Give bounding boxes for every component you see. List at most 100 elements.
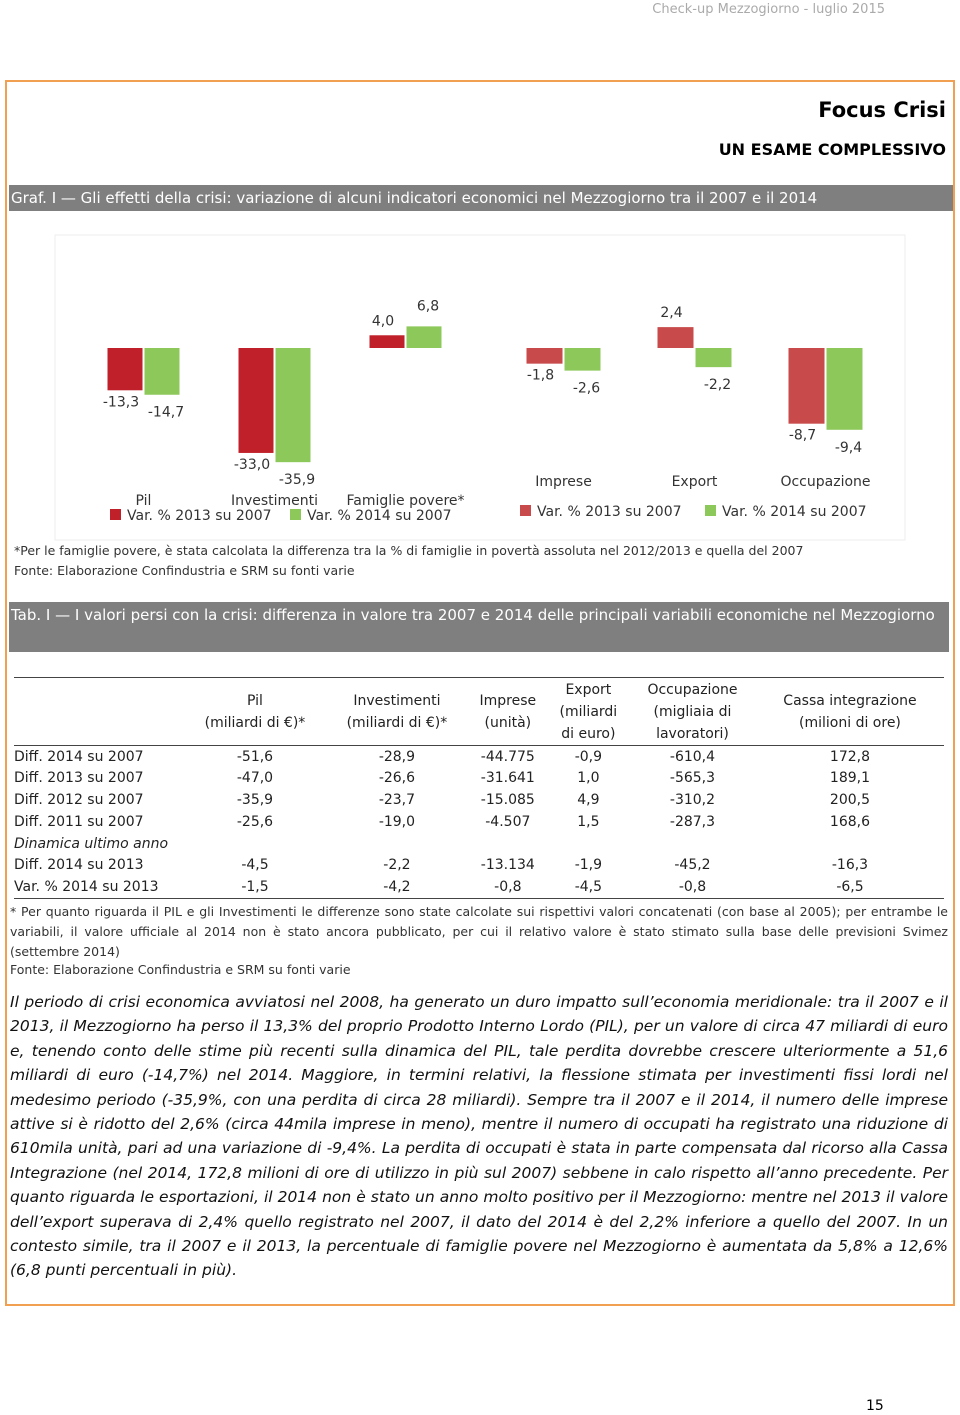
column-header: Pil (miliardi di €)* — [204, 692, 306, 731]
cell: 200,5 — [829, 791, 871, 808]
row-label: Diff. 2013 su 2007 — [14, 770, 144, 787]
column-header: Export (miliardi di euro) — [559, 681, 618, 742]
running-title: Check-up Mezzogiorno - luglio 2015 — [652, 2, 885, 17]
cell: -0,9 — [574, 748, 603, 765]
cell: -19,0 — [378, 813, 416, 830]
category-label: Occupazione — [780, 474, 870, 490]
value-label: -8,7 — [789, 428, 816, 444]
cell: -28,9 — [378, 748, 416, 765]
cell: 172,8 — [829, 748, 871, 765]
legend-swatch — [520, 505, 531, 516]
table-note: * Per quanto riguarda il PIL e gli Inves… — [10, 904, 948, 959]
cell: -44.775 — [480, 748, 535, 765]
legend-swatch — [110, 509, 121, 520]
cell: -287,3 — [669, 813, 716, 830]
category-label: Pil — [136, 493, 152, 509]
table-caption: Tab. I — I valori persi con la crisi: di… — [9, 602, 949, 652]
value-label: -14,7 — [148, 405, 184, 421]
row: Diff. 2012 su 2007 -35,9 -23,7 -15.085 4,9 -3… — [14, 789, 944, 811]
bar — [695, 348, 732, 368]
value-label: 6,8 — [417, 298, 439, 314]
row: Diff. 2013 su 2007 -47,0 -26,6 -31.641 1,0 -5… — [14, 767, 944, 789]
row-label: Diff. 2011 su 2007 — [14, 813, 144, 830]
legend-label: Var. % 2014 su 2007 — [722, 504, 867, 520]
legend-label: Var. % 2014 su 2007 — [307, 508, 452, 524]
category-label: Investimenti — [231, 493, 318, 509]
value-label: -35,9 — [279, 472, 315, 488]
legend-swatch — [705, 505, 716, 516]
cell: -4,2 — [383, 878, 411, 895]
bar — [275, 348, 311, 463]
cell: -0,8 — [678, 878, 707, 895]
row-label: Diff. 2014 su 2007 — [14, 748, 144, 765]
column-header: Imprese (unità) — [479, 692, 537, 731]
value-label: -2,2 — [704, 377, 731, 393]
body-text: Il periodo di crisi economica avviatosi … — [10, 993, 948, 1280]
charts: Pil -13,3 -14,7 Investimenti -33,0 -35,9 Famig… — [54, 234, 906, 541]
cell: -13.134 — [480, 857, 535, 874]
bar — [406, 326, 442, 348]
category-label: Export — [672, 474, 718, 490]
corner — [14, 678, 184, 746]
subsection: UN ESAME COMPLESSIVO — [718, 140, 946, 159]
cell: -1,9 — [574, 857, 603, 874]
cell: 1,5 — [577, 813, 600, 830]
category-label: Imprese — [535, 474, 592, 490]
value-label: 4,0 — [372, 313, 394, 329]
row-label: Diff. 2014 su 2013 — [14, 857, 144, 874]
bar — [526, 348, 563, 364]
cell: 168,6 — [829, 813, 871, 830]
cell: 4,9 — [577, 791, 600, 808]
row: Var. % 2014 su 2013 -1,5 -4,2 -0,8 -4,5 -0,8 -… — [14, 876, 944, 899]
bar — [144, 348, 180, 395]
cell: -15.085 — [480, 791, 535, 808]
column-header: Investimenti (miliardi di €)* — [346, 692, 448, 731]
page-number: 15 — [866, 1398, 884, 1414]
figure-source: Fonte: Elaborazione Confindustria e SRM … — [14, 563, 355, 578]
value-label: -1,8 — [527, 368, 554, 384]
table-source: Fonte: Elaborazione Confindustria e SRM … — [10, 962, 351, 977]
table: Pil (miliardi di €)* Investimenti (miliar… — [14, 677, 944, 899]
row: Diff. 2014 su 2013 -4,5 -2,2 -13.134 -1,9 -45… — [14, 854, 944, 876]
figure-caption: Graf. I — Gli effetti della crisi: varia… — [9, 185, 953, 211]
row: Diff. 2011 su 2007 -25,6 -19,0 -4.507 1,5 -28… — [14, 811, 944, 833]
cell: -16,3 — [831, 857, 869, 874]
bar — [564, 348, 601, 371]
cell: -23,7 — [378, 791, 416, 808]
value-label: -2,6 — [573, 381, 600, 397]
cell: -4.507 — [485, 813, 531, 830]
cell: -51,6 — [236, 748, 274, 765]
row-label: Dinamica ultimo anno — [14, 835, 169, 852]
row: Diff. 2014 su 2007 -51,6 -28,9 -44.775 -0,9 -… — [14, 746, 944, 768]
cell: 1,0 — [577, 770, 600, 787]
legend-label: Var. % 2013 su 2007 — [127, 508, 272, 524]
value-label: -9,4 — [835, 440, 862, 456]
bar — [788, 348, 825, 424]
cell: -47,0 — [236, 770, 274, 787]
chart-box — [54, 234, 906, 541]
value-label: -13,3 — [103, 394, 139, 410]
column-header: Occupazione (migliaia di lavoratori) — [647, 681, 738, 742]
section: Focus Crisi — [818, 98, 946, 122]
bar — [107, 348, 143, 391]
bar — [238, 348, 274, 453]
cell: 189,1 — [829, 770, 871, 787]
category-label: Famiglie povere* — [346, 493, 464, 509]
bar — [826, 348, 863, 430]
cell: -565,3 — [669, 770, 716, 787]
bar — [657, 327, 694, 348]
cell: -35,9 — [236, 791, 274, 808]
legend-swatch — [290, 509, 301, 520]
cell: -25,6 — [236, 813, 274, 830]
column-header: Cassa integrazione (milioni di ore) — [783, 692, 917, 731]
value-label: -33,0 — [234, 457, 270, 473]
row: Dinamica ultimo anno — [14, 833, 944, 855]
frame — [5, 80, 955, 1306]
value-label: 2,4 — [660, 305, 682, 321]
cell: -310,2 — [669, 791, 716, 808]
bar — [369, 335, 405, 348]
cell: -610,4 — [669, 748, 716, 765]
figure-note: *Per le famiglie povere, è stata calcola… — [14, 543, 804, 558]
cell: -0,8 — [494, 878, 522, 895]
